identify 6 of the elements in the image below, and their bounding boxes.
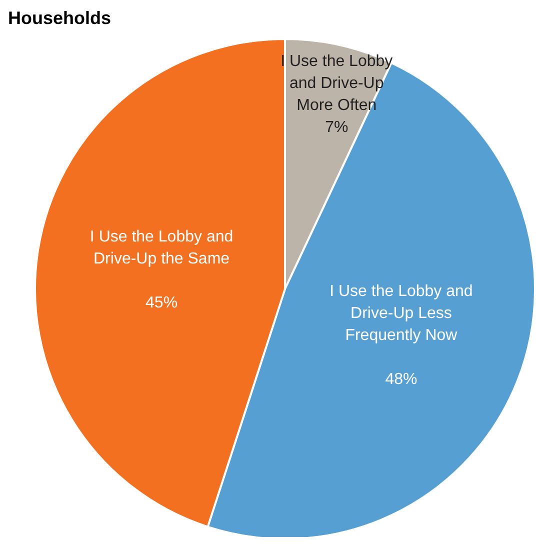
slice-label: I Use the Lobby and Drive-Up the Same [90, 228, 234, 267]
chart-title: Households [8, 8, 112, 30]
data-label: 45% [146, 294, 178, 311]
slice-label: I Use the Lobby and Drive-Up Less Frequently Now [330, 282, 473, 344]
data-label: 7% [325, 118, 348, 136]
data-label: 48% [385, 370, 418, 388]
